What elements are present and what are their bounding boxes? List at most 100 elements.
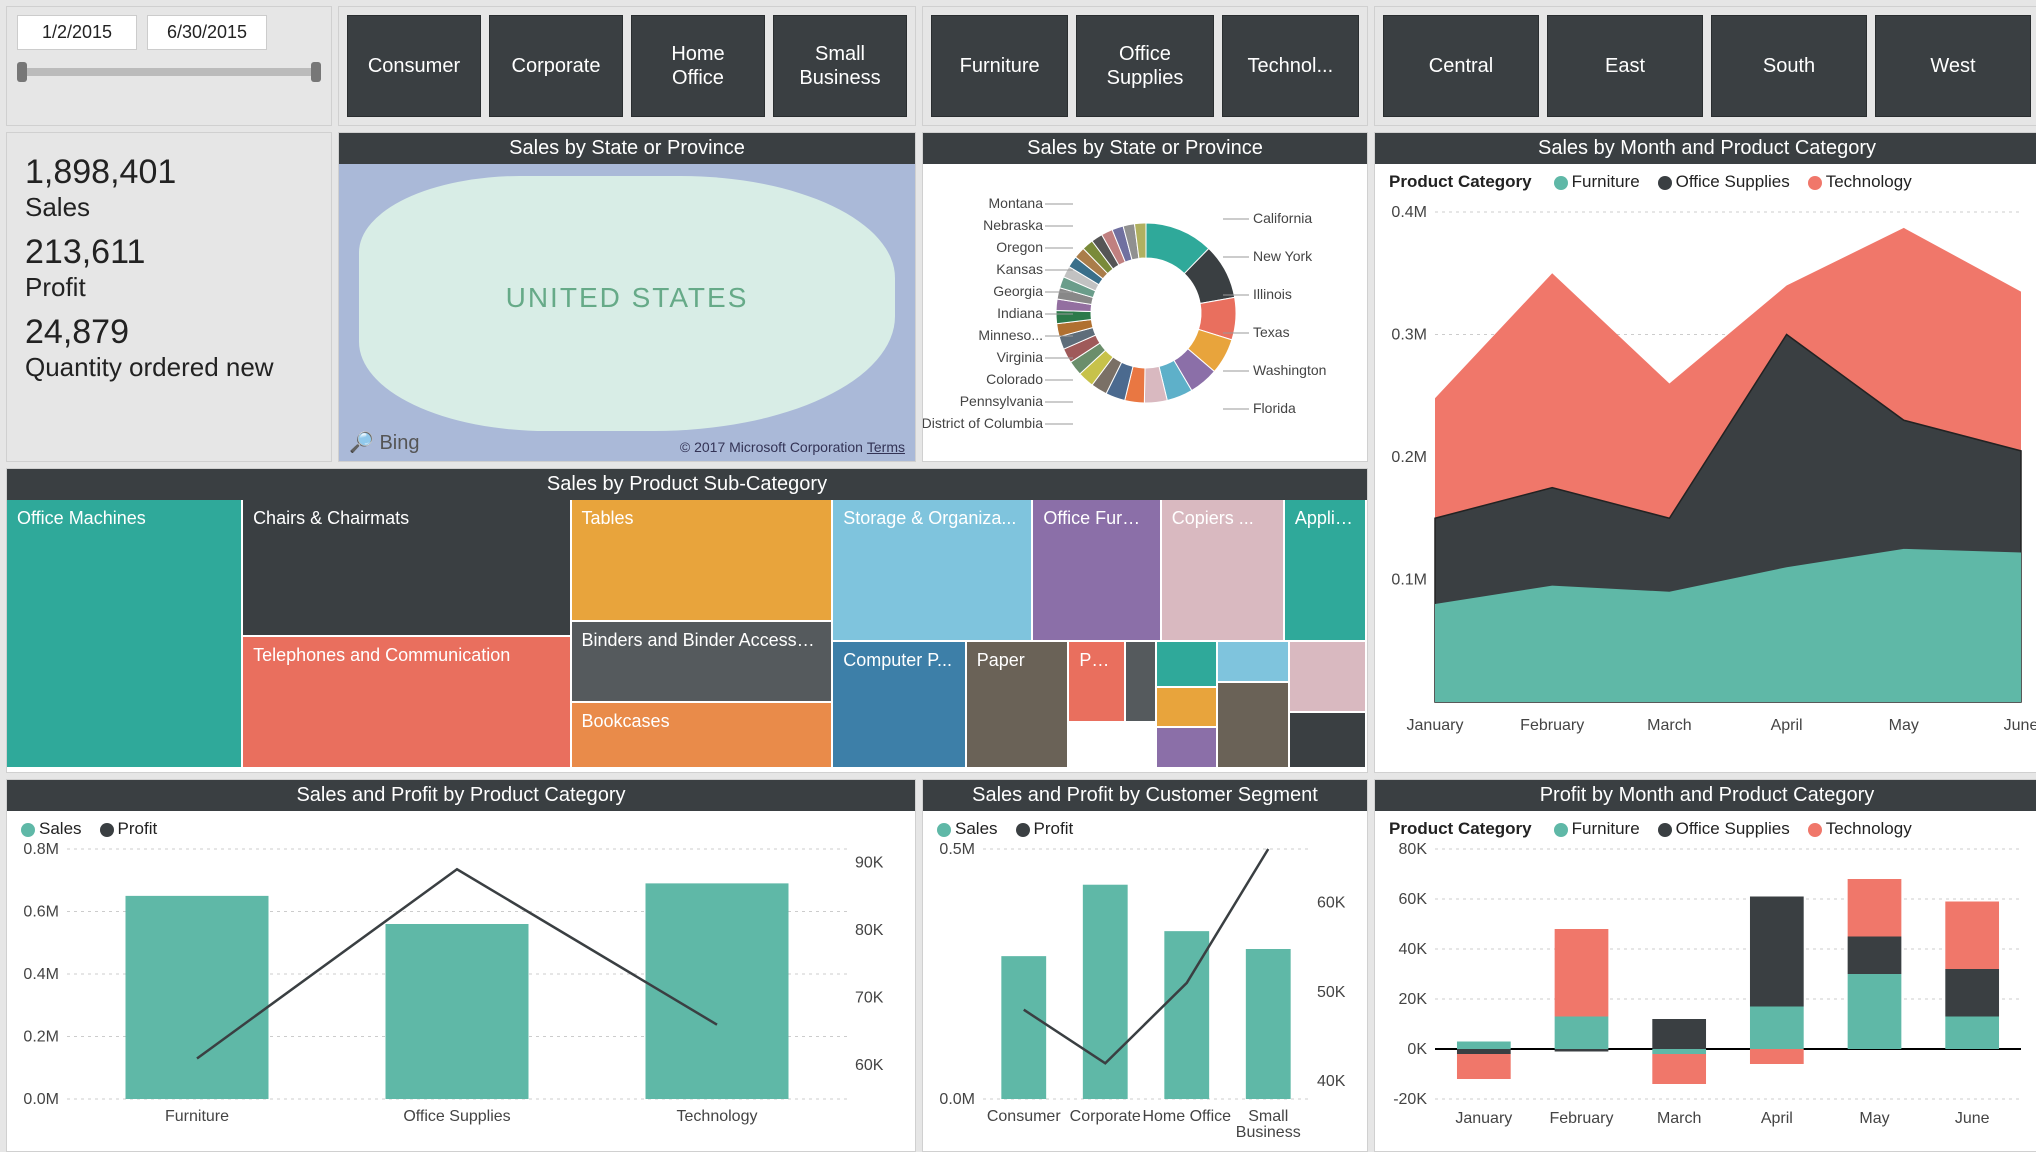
svg-text:April: April — [1761, 1110, 1793, 1127]
date-slicer[interactable]: 1/2/2015 6/30/2015 — [6, 6, 332, 126]
combo-segment-chart: 0.0M0.5M40K50K60KConsumerCorporateHome O… — [923, 839, 1368, 1149]
svg-text:20K: 20K — [1399, 991, 1428, 1008]
region-button-3[interactable]: West — [1875, 15, 2031, 117]
combo-segment-title: Sales and Profit by Customer Segment — [923, 780, 1367, 811]
treemap-block[interactable]: Binders and Binder Accessor... — [572, 622, 832, 701]
kpi-sales-label: Sales — [25, 192, 313, 223]
svg-text:90K: 90K — [855, 855, 884, 872]
svg-text:Texas: Texas — [1253, 324, 1290, 340]
segment-button-3[interactable]: SmallBusiness — [773, 15, 907, 117]
category-button-1[interactable]: OfficeSupplies — [1076, 15, 1213, 117]
treemap-block[interactable]: Pen... — [1069, 642, 1123, 721]
svg-text:60K: 60K — [1399, 891, 1428, 908]
date-slider-track[interactable] — [17, 68, 321, 76]
svg-text:Oregon: Oregon — [996, 239, 1043, 255]
svg-text:January: January — [1455, 1110, 1512, 1127]
treemap-block[interactable]: Tables — [572, 500, 832, 620]
map-title: Sales by State or Province — [339, 133, 915, 164]
svg-text:Office Supplies: Office Supplies — [403, 1108, 510, 1125]
category-button-2[interactable]: Technol... — [1222, 15, 1359, 117]
svg-text:60K: 60K — [855, 1057, 884, 1074]
svg-text:Consumer: Consumer — [987, 1108, 1061, 1125]
svg-text:New York: New York — [1253, 248, 1313, 264]
map-country-label: UNITED STATES — [506, 282, 749, 314]
svg-text:0.2M: 0.2M — [23, 1029, 59, 1046]
svg-text:0.8M: 0.8M — [23, 841, 59, 858]
stacked-legend: Product CategoryFurnitureOffice Supplies… — [1375, 811, 2036, 839]
svg-text:District of Columbia: District of Columbia — [923, 415, 1043, 431]
area-legend: Product CategoryFurnitureOffice Supplies… — [1375, 164, 2036, 192]
svg-text:February: February — [1549, 1110, 1613, 1127]
treemap-block[interactable] — [1157, 688, 1217, 727]
map-copyright: © 2017 Microsoft Corporation Terms — [680, 439, 905, 455]
date-from-input[interactable]: 1/2/2015 — [17, 15, 137, 50]
combo-category-title: Sales and Profit by Product Category — [7, 780, 915, 811]
svg-text:Business: Business — [1236, 1124, 1301, 1141]
svg-text:Home Office: Home Office — [1142, 1108, 1231, 1125]
svg-text:Furniture: Furniture — [165, 1108, 229, 1125]
svg-text:Technology: Technology — [677, 1108, 758, 1125]
treemap-block[interactable] — [1126, 642, 1155, 721]
svg-text:March: March — [1657, 1110, 1701, 1127]
slider-thumb-left[interactable] — [17, 62, 27, 82]
svg-text:Indiana: Indiana — [997, 305, 1043, 321]
svg-text:0.6M: 0.6M — [23, 904, 59, 921]
area-title: Sales by Month and Product Category — [1375, 133, 2036, 164]
treemap-panel[interactable]: Sales by Product Sub-Category Office Mac… — [6, 468, 1368, 773]
segment-button-1[interactable]: Corporate — [489, 15, 623, 117]
segment-button-2[interactable]: HomeOffice — [631, 15, 765, 117]
treemap-block[interactable]: Paper — [967, 642, 1068, 767]
treemap-block[interactable]: Computer P... — [833, 642, 964, 767]
treemap-block[interactable]: Copiers ... — [1162, 500, 1283, 640]
slider-thumb-right[interactable] — [311, 62, 321, 82]
kpi-qty-value: 24,879 — [25, 313, 313, 352]
region-button-0[interactable]: Central — [1383, 15, 1539, 117]
date-to-input[interactable]: 6/30/2015 — [147, 15, 267, 50]
treemap-block[interactable] — [1290, 713, 1365, 767]
map-panel[interactable]: Sales by State or Province UNITED STATES… — [338, 132, 916, 462]
kpi-panel: 1,898,401 Sales 213,611 Profit 24,879 Qu… — [6, 132, 332, 462]
treemap-block[interactable]: Chairs & Chairmats — [243, 500, 569, 635]
segment-button-0[interactable]: Consumer — [347, 15, 481, 117]
svg-text:0.4M: 0.4M — [1391, 204, 1427, 221]
svg-text:Corporate: Corporate — [1070, 1108, 1141, 1125]
svg-text:May: May — [1859, 1110, 1889, 1127]
treemap-block[interactable] — [1218, 683, 1288, 767]
treemap-block[interactable]: Storage & Organiza... — [833, 500, 1031, 640]
svg-text:0.4M: 0.4M — [23, 966, 59, 983]
treemap-block[interactable]: Bookcases — [572, 703, 832, 767]
svg-text:60K: 60K — [1317, 895, 1346, 912]
treemap-block[interactable]: Applia... — [1285, 500, 1365, 640]
stacked-panel[interactable]: Profit by Month and Product Category Pro… — [1374, 779, 2036, 1152]
svg-text:Colorado: Colorado — [986, 371, 1043, 387]
svg-text:40K: 40K — [1317, 1073, 1346, 1090]
treemap-block[interactable]: Telephones and Communication — [243, 637, 569, 767]
treemap-block[interactable] — [1290, 642, 1365, 711]
svg-text:April: April — [1771, 717, 1803, 734]
category-button-0[interactable]: Furniture — [931, 15, 1068, 117]
svg-text:0.3M: 0.3M — [1391, 327, 1427, 344]
svg-text:0.1M: 0.1M — [1391, 572, 1427, 589]
kpi-sales-value: 1,898,401 — [25, 153, 313, 192]
svg-text:Kansas: Kansas — [996, 261, 1043, 277]
combo-category-panel[interactable]: Sales and Profit by Product Category Sal… — [6, 779, 916, 1152]
treemap-block[interactable] — [1157, 642, 1217, 686]
treemap-title: Sales by Product Sub-Category — [7, 469, 1367, 500]
treemap-block[interactable] — [1218, 642, 1288, 681]
svg-text:0.5M: 0.5M — [939, 841, 975, 858]
bing-logo: 🔎 Bing — [349, 430, 420, 455]
combo-segment-panel[interactable]: Sales and Profit by Customer Segment Sal… — [922, 779, 1368, 1152]
region-filter: CentralEastSouthWest — [1374, 6, 2036, 126]
svg-text:Pennsylvania: Pennsylvania — [960, 393, 1043, 409]
region-button-2[interactable]: South — [1711, 15, 1867, 117]
donut-panel[interactable]: Sales by State or Province MontanaNebras… — [922, 132, 1368, 462]
combo-category-legend: SalesProfit — [7, 811, 915, 839]
svg-text:0K: 0K — [1407, 1041, 1427, 1058]
svg-text:Florida: Florida — [1253, 400, 1296, 416]
treemap-block[interactable] — [1157, 728, 1217, 767]
area-panel[interactable]: Sales by Month and Product Category Prod… — [1374, 132, 2036, 773]
treemap-block[interactable]: Office Furnis... — [1033, 500, 1159, 640]
treemap-block[interactable]: Office Machines — [7, 500, 241, 767]
region-button-1[interactable]: East — [1547, 15, 1703, 117]
map-terms-link[interactable]: Terms — [867, 439, 905, 455]
